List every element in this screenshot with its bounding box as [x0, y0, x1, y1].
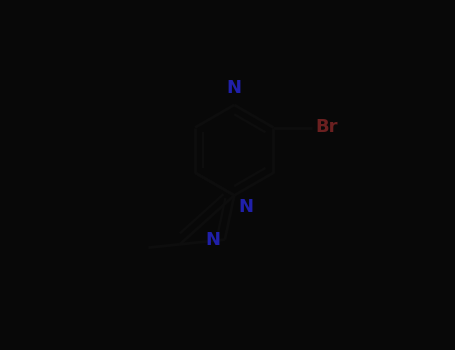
Text: N: N: [205, 231, 220, 248]
Text: Br: Br: [315, 118, 338, 135]
Text: N: N: [238, 198, 253, 216]
Text: N: N: [227, 79, 242, 97]
